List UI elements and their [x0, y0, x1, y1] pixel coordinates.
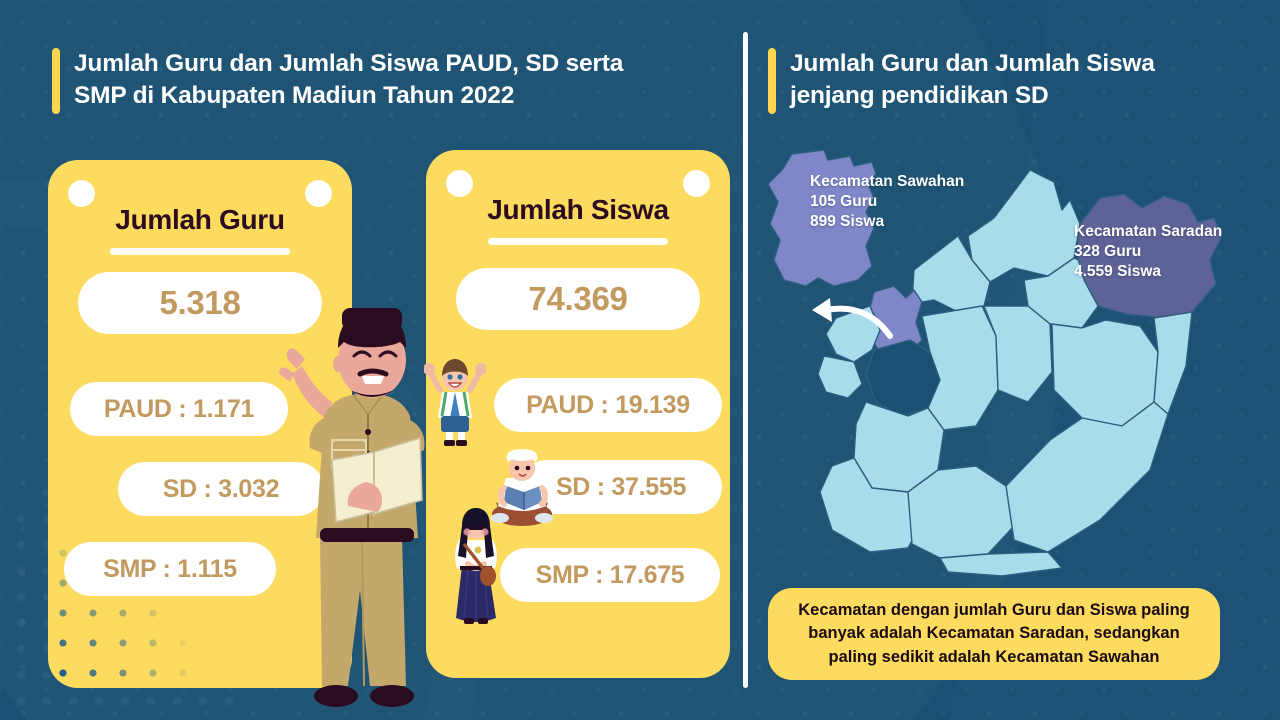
map-pointer-arrow [812, 298, 893, 339]
card-punch-hole-left [446, 170, 473, 197]
right-panel-title: Jumlah Guru dan Jumlah Siswa jenjang pen… [768, 48, 1228, 114]
map-caption-box: Kecamatan dengan jumlah Guru dan Siswa p… [768, 588, 1220, 680]
card-punch-hole-right [305, 180, 332, 207]
map-region-west-a [825, 305, 881, 363]
map-region-saradan [1075, 193, 1223, 319]
student-boy-cheering-illustration [423, 356, 487, 448]
kabupaten-madiun-map[interactable] [762, 140, 1232, 580]
guru-row-sd: SD : 3.032 [118, 462, 324, 516]
siswa-row-paud: PAUD : 19.139 [494, 378, 722, 432]
map-label-sawahan: Kecamatan Sawahan 105 Guru 899 Siswa [810, 173, 965, 230]
map-region-south-central [907, 465, 1015, 559]
siswa-total-value: 74.369 [456, 268, 700, 330]
map-region-west-b [817, 355, 863, 399]
map-region-east-lower [1153, 311, 1193, 415]
stat-card-siswa: Jumlah Siswa 74.369 PAUD : 19.139 SD : 3… [426, 150, 730, 678]
title-accent-bar [52, 48, 60, 114]
card-heading-guru: Jumlah Guru [115, 204, 285, 235]
guru-total-value: 5.318 [78, 272, 322, 334]
card-heading-underline [110, 248, 290, 255]
map-region-central-b [983, 305, 1053, 403]
map-region-southeast [1005, 401, 1169, 553]
title-accent-bar [768, 48, 776, 114]
card-punch-hole-right [683, 170, 710, 197]
siswa-row-smp: SMP : 17.675 [500, 548, 720, 602]
map-label-saradan: Kecamatan Saradan 328 Guru 4.559 Siswa [1074, 223, 1223, 280]
map-region-southwest [819, 457, 923, 553]
card-heading-underline [488, 238, 668, 245]
student-girl-illustration [446, 506, 506, 632]
map-region-central [921, 305, 999, 431]
panel-divider [743, 32, 748, 688]
left-panel-title: Jumlah Guru dan Jumlah Siswa PAUD, SD se… [52, 48, 712, 114]
map-region-south-tip [939, 551, 1063, 577]
map-region-sawahan-outer [767, 149, 877, 287]
card-punch-hole-left [68, 180, 95, 207]
right-title-text: Jumlah Guru dan Jumlah Siswa jenjang pen… [790, 50, 1155, 109]
left-title-text: Jumlah Guru dan Jumlah Siswa PAUD, SD se… [74, 50, 624, 109]
guru-row-smp: SMP : 1.115 [64, 542, 276, 596]
siswa-row-sd: SD : 37.555 [520, 460, 722, 514]
card-heading-siswa: Jumlah Siswa [487, 194, 669, 225]
guru-row-paud: PAUD : 1.171 [70, 382, 288, 436]
teacher-illustration [262, 300, 472, 720]
student-boy-reading-illustration [484, 444, 560, 530]
